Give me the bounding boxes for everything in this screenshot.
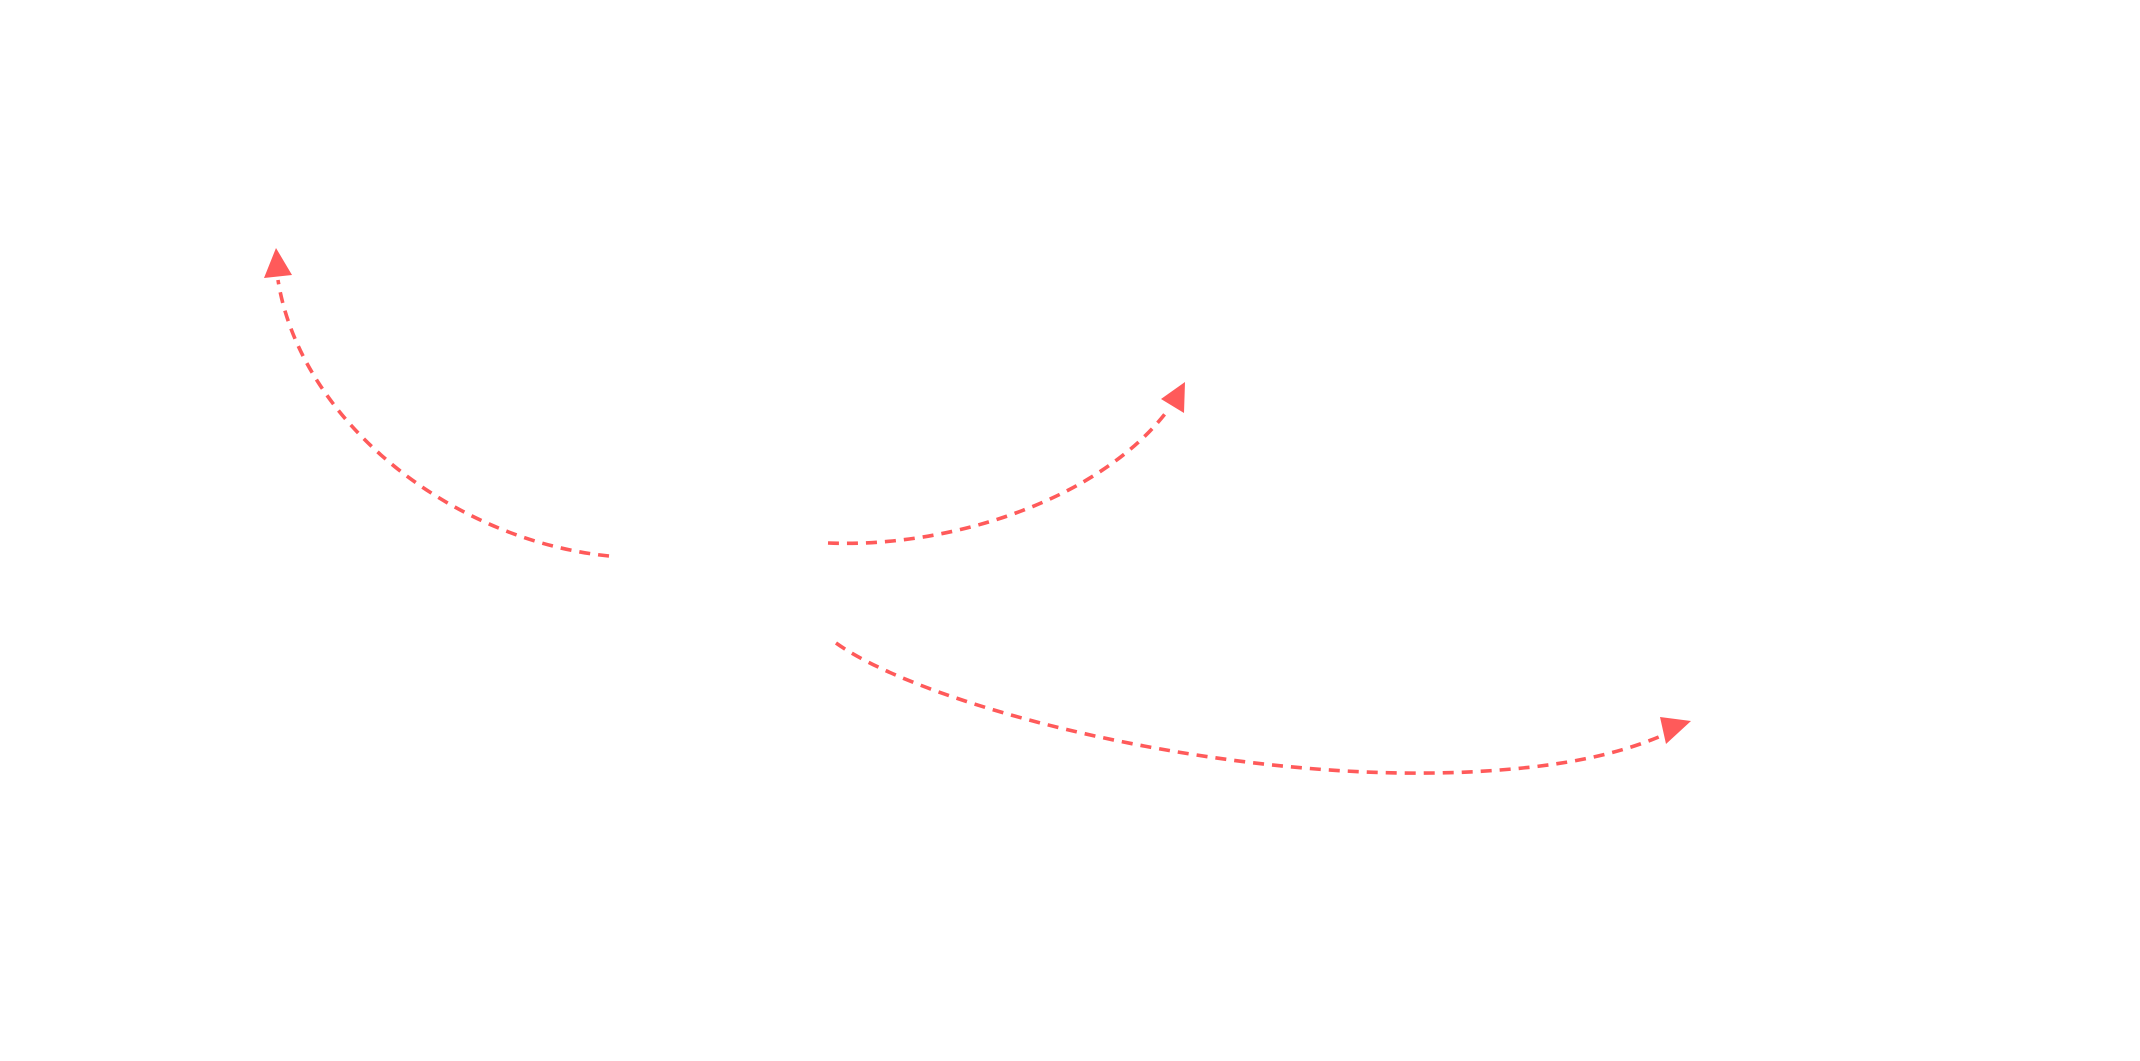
arrow-up-left-head — [264, 248, 292, 278]
arrow-up-right-head — [1161, 382, 1185, 413]
arrow-right-line — [834, 641, 1669, 775]
arrow-up-left-line — [276, 279, 610, 558]
arrow-right-head — [1660, 717, 1691, 744]
arrow-up-right-line — [827, 408, 1170, 546]
